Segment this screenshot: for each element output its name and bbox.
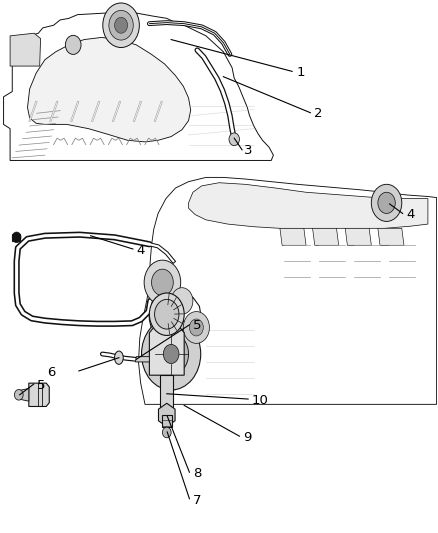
- Polygon shape: [313, 228, 339, 245]
- Polygon shape: [159, 403, 175, 426]
- Circle shape: [229, 133, 240, 146]
- Circle shape: [154, 333, 188, 375]
- Text: 3: 3: [244, 144, 253, 157]
- Polygon shape: [135, 357, 149, 362]
- Polygon shape: [28, 37, 191, 142]
- Text: 4: 4: [136, 244, 145, 256]
- Polygon shape: [29, 383, 49, 407]
- Circle shape: [65, 35, 81, 54]
- Polygon shape: [378, 228, 404, 245]
- Circle shape: [152, 269, 173, 296]
- Circle shape: [184, 312, 209, 343]
- Text: 1: 1: [297, 66, 305, 79]
- Circle shape: [141, 318, 201, 390]
- Circle shape: [109, 11, 133, 40]
- Polygon shape: [162, 415, 172, 427]
- Polygon shape: [10, 33, 41, 66]
- Circle shape: [149, 293, 184, 335]
- Polygon shape: [160, 375, 173, 407]
- Circle shape: [371, 184, 402, 221]
- Circle shape: [378, 192, 395, 214]
- Polygon shape: [4, 13, 273, 160]
- Text: 5: 5: [37, 379, 46, 392]
- Polygon shape: [138, 177, 437, 405]
- Text: 9: 9: [243, 431, 251, 445]
- Circle shape: [103, 3, 139, 47]
- Text: 6: 6: [47, 366, 56, 378]
- Text: 2: 2: [314, 107, 322, 120]
- Circle shape: [14, 390, 23, 400]
- Polygon shape: [19, 389, 29, 401]
- Circle shape: [155, 300, 179, 329]
- Text: 5: 5: [193, 319, 201, 333]
- Circle shape: [171, 288, 193, 314]
- Circle shape: [115, 17, 127, 33]
- Polygon shape: [188, 183, 428, 228]
- Polygon shape: [345, 228, 371, 245]
- Polygon shape: [149, 325, 184, 375]
- Circle shape: [189, 319, 203, 336]
- Circle shape: [144, 260, 181, 305]
- Text: 8: 8: [193, 467, 201, 480]
- Text: 10: 10: [252, 393, 268, 407]
- Polygon shape: [12, 233, 20, 241]
- Text: 7: 7: [193, 494, 201, 507]
- Circle shape: [12, 232, 21, 243]
- Ellipse shape: [115, 351, 123, 365]
- Circle shape: [162, 427, 171, 438]
- Polygon shape: [280, 228, 306, 245]
- Text: 4: 4: [406, 208, 414, 221]
- Circle shape: [163, 344, 179, 364]
